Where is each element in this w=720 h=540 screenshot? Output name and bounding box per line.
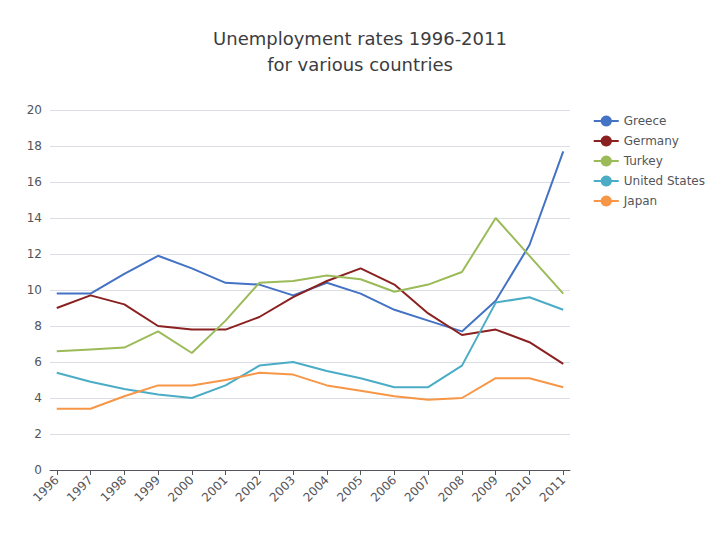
svg-text:4: 4 [34, 391, 42, 405]
svg-text:1997: 1997 [64, 473, 95, 504]
svg-text:2009: 2009 [469, 473, 500, 504]
svg-text:0: 0 [34, 463, 42, 477]
svg-text:8: 8 [34, 319, 42, 333]
svg-text:2006: 2006 [368, 473, 399, 504]
svg-text:2004: 2004 [300, 473, 331, 504]
svg-text:for various countries: for various countries [267, 54, 453, 75]
svg-text:United States: United States [624, 174, 705, 188]
svg-text:2008: 2008 [435, 473, 466, 504]
svg-text:14: 14 [27, 211, 42, 225]
svg-text:6: 6 [34, 355, 42, 369]
svg-text:12: 12 [27, 247, 42, 261]
svg-text:Japan: Japan [623, 194, 657, 208]
svg-text:1998: 1998 [98, 473, 129, 504]
svg-text:Germany: Germany [624, 134, 679, 148]
svg-text:2001: 2001 [199, 473, 230, 504]
svg-text:Turkey: Turkey [623, 154, 663, 168]
svg-text:2: 2 [34, 427, 42, 441]
svg-text:16: 16 [27, 175, 42, 189]
svg-text:2003: 2003 [267, 473, 298, 504]
svg-text:2007: 2007 [402, 473, 433, 504]
svg-text:Unemployment rates 1996-2011: Unemployment rates 1996-2011 [213, 28, 507, 49]
svg-text:1996: 1996 [30, 473, 61, 504]
svg-text:2005: 2005 [334, 473, 365, 504]
svg-text:2000: 2000 [165, 473, 196, 504]
svg-text:2002: 2002 [233, 473, 264, 504]
svg-text:10: 10 [27, 283, 42, 297]
svg-text:20: 20 [27, 103, 42, 117]
svg-text:2011: 2011 [537, 473, 568, 504]
svg-text:18: 18 [27, 139, 42, 153]
svg-text:Greece: Greece [624, 114, 667, 128]
svg-text:1999: 1999 [132, 473, 163, 504]
svg-text:2010: 2010 [503, 473, 534, 504]
